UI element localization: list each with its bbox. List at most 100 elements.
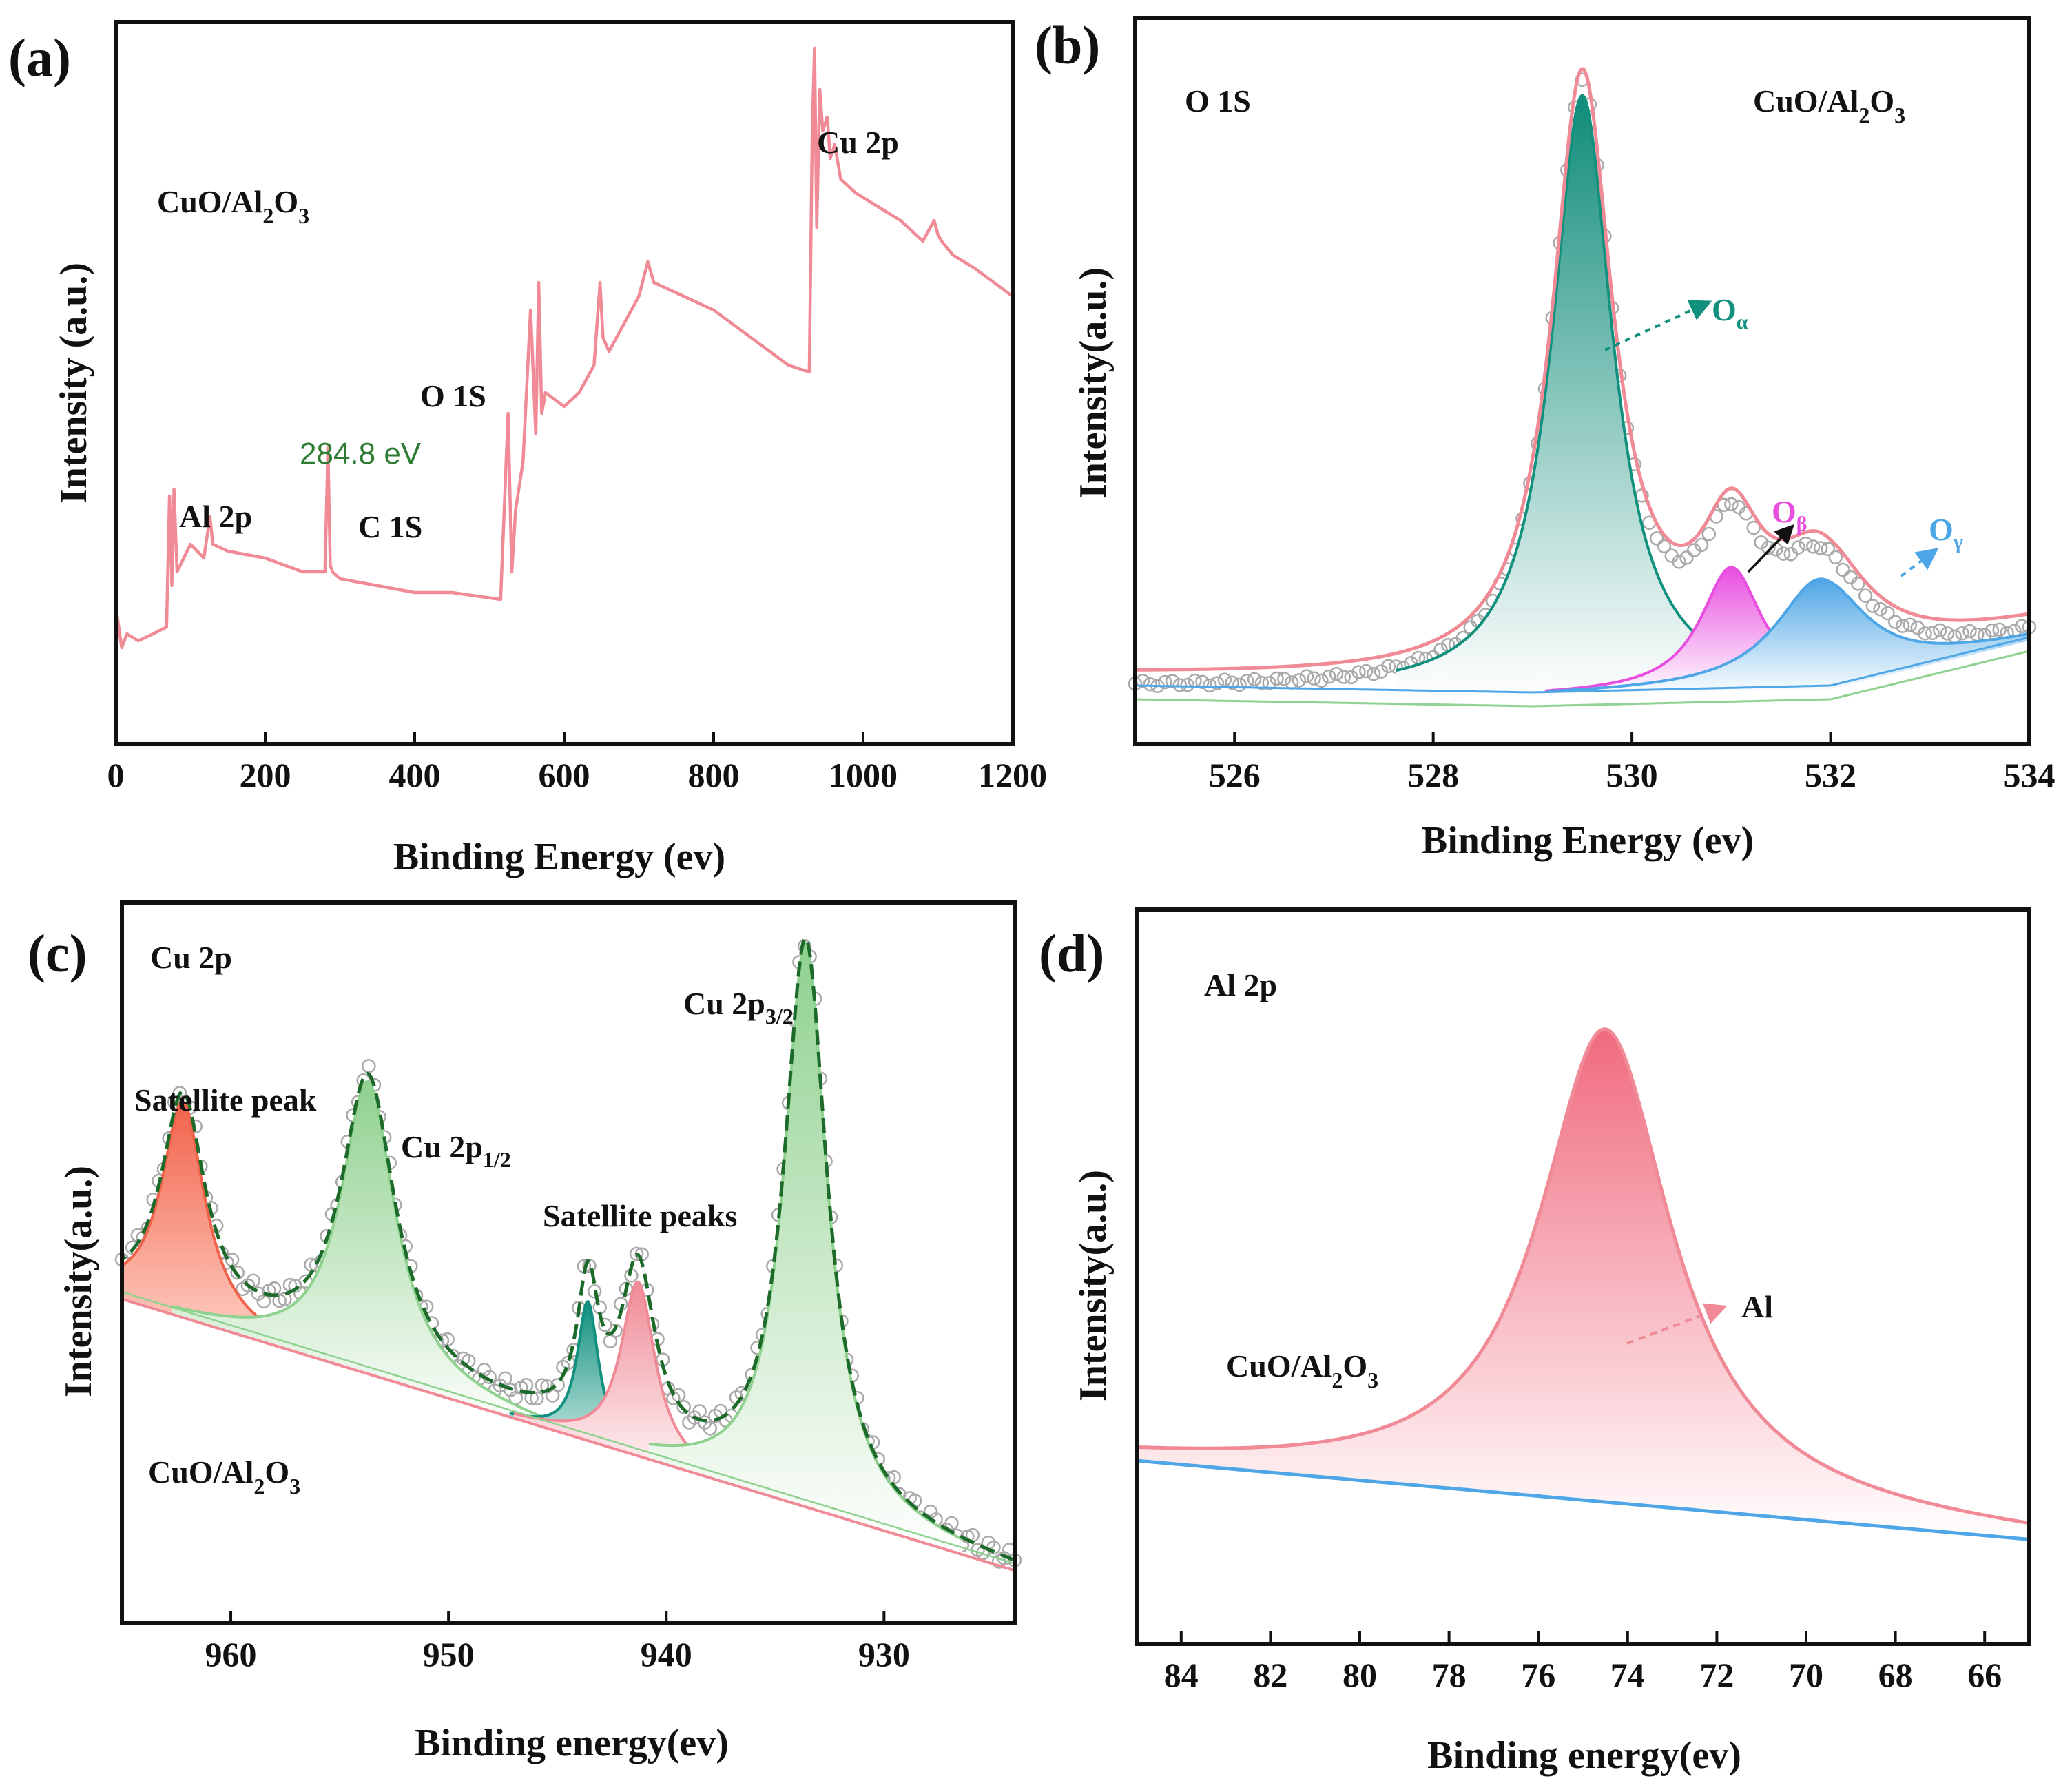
raw-data-point [1865, 599, 1881, 613]
panel-a-x-ticks: 0 200 400 600 800 1000 1200 [107, 732, 1047, 794]
x-tick-label: 1000 [829, 756, 898, 794]
raw-data-point [1962, 624, 1977, 639]
raw-data-point [1210, 676, 1225, 690]
sample-text: CuO/Al [148, 1454, 253, 1490]
component-line [172, 1080, 565, 1427]
raw-data-point [1932, 623, 1947, 638]
panel-d-label: (d) [1039, 923, 1104, 983]
raw-data-point [603, 1334, 618, 1348]
raw-data-point [1836, 562, 1850, 577]
sub-2: 2 [1858, 103, 1869, 127]
raw-data-point [1724, 497, 1739, 512]
envelope-line [121, 936, 1015, 1562]
panel-a-label: (a) [8, 28, 71, 87]
panel-a-y-axis-title: Intensity (a.u.) [52, 262, 95, 504]
raw-data-point [530, 1391, 544, 1405]
x-tick-label: 72 [1699, 1656, 1734, 1694]
component-fill [1544, 567, 1918, 696]
raw-data-point [1701, 526, 1717, 542]
raw-data-point [230, 1265, 245, 1280]
raw-data-point [1359, 663, 1374, 679]
raw-data-point [598, 1317, 612, 1332]
raw-data-point [1284, 675, 1299, 690]
panel-c-x-axis-title: Binding energy(ev) [415, 1722, 729, 1764]
raw-data-point [1955, 626, 1969, 641]
x-tick-label: 1200 [978, 756, 1047, 794]
raw-data-point [676, 1400, 691, 1414]
cu-text: Cu 2p [401, 1129, 483, 1164]
raw-data-point [1254, 676, 1270, 690]
sample-text: CuO/Al [1753, 83, 1858, 119]
x-tick-label: 200 [240, 756, 291, 794]
panel-a-c1s-label: C 1S [358, 509, 422, 544]
beta-sub: β [1796, 513, 1807, 535]
x-tick-label: 84 [1164, 1656, 1199, 1694]
sample-text: CuO/Al [1226, 1348, 1332, 1383]
o-text: O [1869, 83, 1894, 119]
raw-data-point [1925, 626, 1940, 641]
raw-data-point [1351, 665, 1366, 679]
panel-b-ob-label: Oβ [1772, 494, 1807, 535]
panel-b-oa-label: Oα [1712, 292, 1748, 333]
component-fill [1396, 95, 1769, 697]
panel-b-x-axis-title: Binding Energy (ev) [1422, 819, 1754, 862]
raw-data-point [288, 1279, 302, 1293]
o-text: O [265, 1454, 289, 1490]
raw-data-point [682, 1415, 696, 1430]
panel-c-frame [120, 900, 1017, 1625]
panel-d: (d) 84 82 80 78 76 74 72 70 68 66 Intensity(a.u.)… [1039, 907, 2031, 1777]
panel-b-frame [1133, 16, 2031, 746]
panel-d-sample-label: CuO/Al2O3 [1226, 1348, 1378, 1392]
baseline-line [1136, 1459, 2030, 1541]
panel-a-sample-label: CuO/Al2O3 [157, 184, 309, 228]
baseline-line [121, 1291, 1015, 1565]
baseline-line [1135, 650, 2030, 708]
panel-b-og-arrow [1900, 548, 1939, 577]
x-tick-label: 68 [1878, 1656, 1913, 1694]
raw-data-point [1321, 669, 1336, 684]
raw-data-point [1813, 541, 1828, 555]
raw-data-point [629, 1246, 644, 1261]
survey-spectrum-line [114, 46, 1014, 650]
raw-data-point [1247, 672, 1262, 687]
panel-b-sample-label: CuO/Al2O3 [1753, 83, 1905, 127]
raw-data-point [1850, 576, 1865, 591]
raw-data-point [1873, 601, 1887, 617]
raw-data-point [1799, 536, 1813, 551]
panel-c-title: Cu 2p [150, 940, 232, 975]
sub-3: 3 [298, 203, 309, 228]
raw-data-point [1694, 537, 1709, 553]
panel-a-o1s-label: O 1S [420, 378, 486, 413]
panel-b-fit-series [1128, 66, 2037, 708]
raw-data-point [1821, 542, 1836, 557]
panel-a-c1s-reference: 284.8 eV [300, 437, 422, 471]
x-tick-label: 526 [1209, 756, 1261, 794]
o-text: O [1712, 292, 1737, 327]
x-tick-label: 532 [1805, 756, 1856, 794]
component-fill [1137, 1029, 2029, 1540]
raw-data-point [1381, 659, 1396, 674]
x-tick-label: 66 [1967, 1656, 2002, 1694]
o-text: O [1772, 494, 1796, 529]
x-tick-label: 800 [688, 756, 740, 794]
panel-a-survey-series [114, 46, 1014, 650]
raw-data-point [1336, 670, 1351, 684]
panel-b-ob-arrow [1747, 524, 1794, 573]
x-tick-label: 70 [1789, 1656, 1823, 1694]
raw-data-point [1858, 588, 1873, 603]
raw-data-point [1143, 677, 1157, 692]
raw-data-point [1314, 673, 1329, 688]
panel-a-cu2p-label: Cu 2p [817, 125, 899, 160]
raw-data-point [1180, 677, 1194, 692]
sample-text: CuO/Al [157, 184, 262, 219]
raw-data-point [1195, 674, 1210, 689]
panel-d-y-axis-title: Intensity(a.u.) [1072, 1170, 1115, 1401]
raw-data-point [1679, 550, 1694, 565]
panel-d-x-axis-title: Binding energy(ev) [1427, 1734, 1741, 1777]
panel-b-oa-arrow [1604, 300, 1712, 351]
threehalf-sub: 3/2 [765, 1004, 794, 1029]
component-line [1547, 577, 2030, 693]
component-fill [172, 1081, 564, 1434]
raw-data-point [1329, 666, 1344, 681]
